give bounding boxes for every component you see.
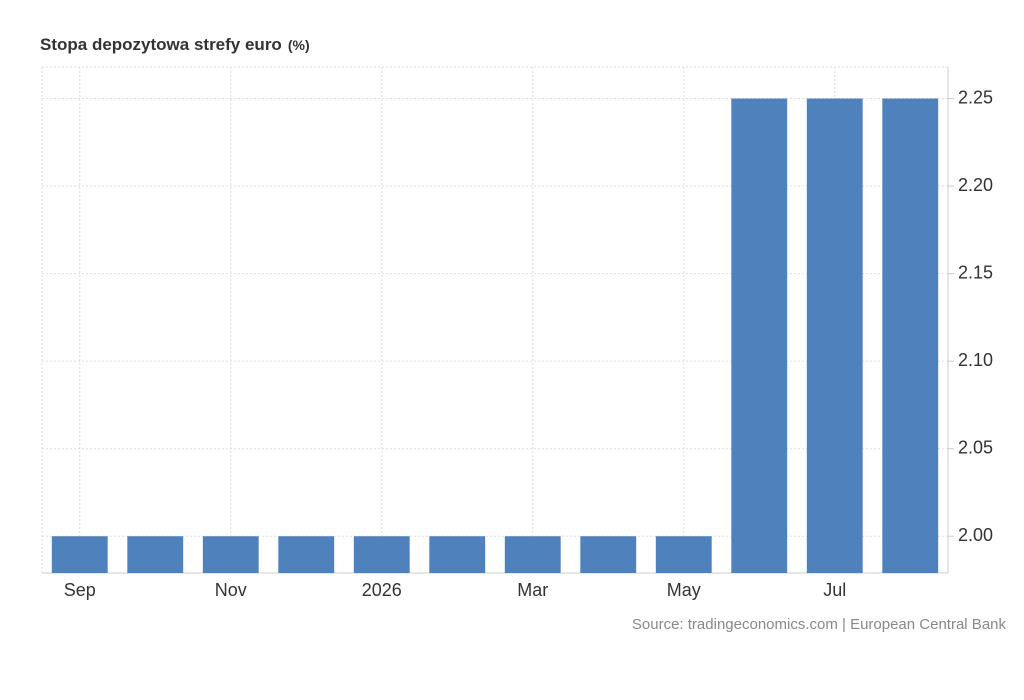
x-tick-label: Mar	[517, 580, 548, 600]
source: Source: tradingeconomics.com | European …	[632, 616, 1007, 633]
bar	[504, 536, 561, 573]
bar	[882, 98, 939, 574]
bar	[278, 536, 335, 573]
x-tick-label: Jul	[823, 580, 846, 600]
y-tick-label: 2.15	[958, 262, 993, 282]
bar	[353, 536, 410, 573]
bar	[806, 98, 863, 574]
bar	[731, 98, 788, 574]
bar	[202, 536, 259, 573]
y-tick-label: 2.05	[958, 437, 993, 457]
title-text: Stopa depozytowa strefy euro	[40, 35, 282, 54]
y-tick-label: 2.25	[958, 87, 993, 107]
y-tick-label: 2.00	[958, 525, 993, 545]
chart-title: Stopa depozytowa strefy euro (%)	[40, 35, 310, 54]
y-tick-label: 2.20	[958, 175, 993, 195]
y-tick-label: 2.10	[958, 350, 993, 370]
x-tick-label: 2026	[362, 580, 402, 600]
x-tick-label: May	[667, 580, 701, 600]
bar	[655, 536, 712, 573]
x-tick-label: Nov	[215, 580, 247, 600]
title-unit: (%)	[288, 37, 310, 53]
bar	[580, 536, 637, 573]
bar	[51, 536, 108, 573]
x-tick-label: Sep	[64, 580, 96, 600]
bar	[127, 536, 184, 573]
bar	[429, 536, 486, 573]
